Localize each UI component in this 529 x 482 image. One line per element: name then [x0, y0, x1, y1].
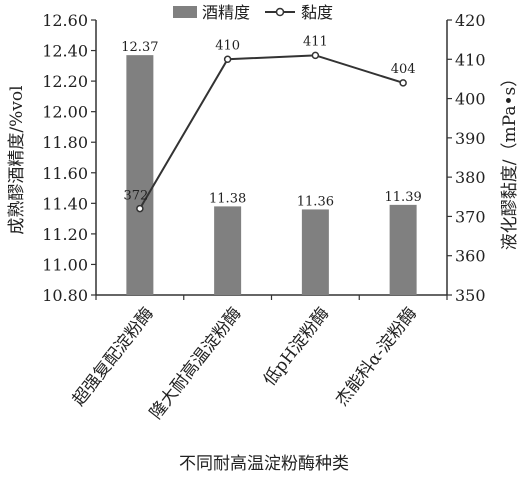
- line-data-label: 410: [215, 38, 240, 53]
- bar-data-label: 11.38: [209, 191, 246, 206]
- y-left-tick-label: 11.60: [42, 164, 88, 183]
- line-point: [223, 55, 232, 64]
- bar: [214, 206, 242, 295]
- line-point: [311, 51, 320, 60]
- axes: 10.80 11.00 11.20 11.40 11.60 11.80 12.00 12.20…: [42, 11, 485, 305]
- y-left-tick-label: 11.80: [42, 133, 88, 152]
- line-point: [399, 79, 407, 87]
- legend: 酒精度 黏度: [173, 3, 333, 22]
- legend-line-label: 黏度: [301, 3, 333, 22]
- y-right-tick-label: 390: [455, 129, 486, 148]
- y-right-tick-label: 360: [455, 247, 486, 266]
- bar-data-label: 11.39: [385, 190, 422, 205]
- legend-bar-label: 酒精度: [202, 3, 250, 22]
- line-data-label: 404: [391, 62, 416, 77]
- y-right-tick-label: 420: [455, 11, 486, 30]
- y-right-tick-label: 410: [455, 50, 486, 69]
- bar: [126, 55, 154, 296]
- bar-data-label: 11.36: [297, 194, 334, 209]
- line-point: [136, 204, 144, 213]
- y-left-tick-label: 11.20: [42, 225, 88, 244]
- line-path: [139, 54, 404, 210]
- y-left-tick-label: 12.00: [42, 103, 88, 122]
- bar: [389, 204, 417, 295]
- category-label: 杰能科α-淀粉酶: [332, 304, 421, 410]
- y-left-tick-label: 11.00: [42, 255, 88, 274]
- legend-bar-swatch: [173, 6, 197, 18]
- category-label: 低pH淀粉酶: [260, 304, 333, 390]
- y-right-tick-label: 380: [455, 168, 486, 187]
- legend-line-marker: [275, 7, 285, 17]
- y-left-tick-label: 12.20: [42, 72, 88, 91]
- line-series: 372 410 411 404: [123, 34, 416, 213]
- y-axis-right-title: 液化醪黏度/（mPa•s）: [500, 70, 520, 250]
- y-right-tick-label: 350: [455, 286, 486, 305]
- line-data-label: 411: [303, 34, 328, 49]
- y-left-tick-label: 11.40: [42, 194, 88, 213]
- y-left-tick-label: 12.40: [42, 42, 88, 61]
- y-left-tick-label: 12.60: [42, 11, 88, 30]
- category-label: 隆大耐高温淀粉酶: [146, 304, 245, 423]
- x-axis-title: 不同耐高温淀粉酶种类: [179, 454, 349, 474]
- bar-series: 12.37 11.38 11.36 11.39: [121, 40, 422, 296]
- y-right-tick-label: 370: [455, 207, 486, 226]
- line-data-label: 372: [123, 189, 148, 204]
- y-axis-left-title: 成熟醪酒精度/%vol: [6, 85, 27, 234]
- y-left-tick-label: 10.80: [42, 286, 88, 305]
- bar-data-label: 12.37: [121, 40, 158, 55]
- category-label: 超强复配淀粉酶: [69, 304, 158, 410]
- bar: [301, 209, 329, 295]
- y-right-tick-label: 400: [455, 90, 486, 109]
